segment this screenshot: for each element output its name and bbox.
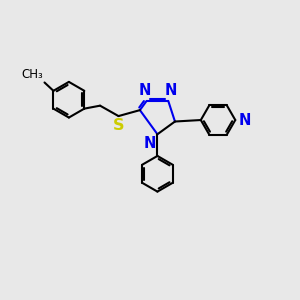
Text: CH₃: CH₃ [21, 68, 43, 81]
Text: N: N [138, 83, 151, 98]
Text: S: S [113, 118, 124, 134]
Text: N: N [238, 112, 250, 128]
Text: N: N [144, 136, 156, 151]
Text: N: N [164, 83, 176, 98]
